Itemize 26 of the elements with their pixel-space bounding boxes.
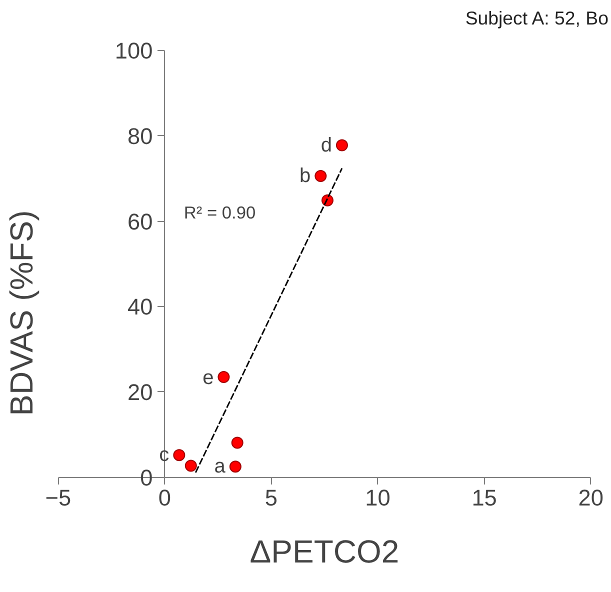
- y-tick-label: 100: [114, 38, 153, 64]
- point: [229, 460, 242, 473]
- x-tick-label: 10: [365, 484, 390, 510]
- point: [184, 460, 197, 472]
- y-tick-label: 20: [127, 378, 153, 405]
- point: [218, 371, 230, 383]
- annotation: d: [320, 134, 332, 156]
- point: [231, 436, 244, 449]
- x-tick-label: −5: [45, 484, 72, 510]
- y-axis-title: BDVAS (%FS): [4, 210, 40, 416]
- x-axis-title: ΔPETCO2: [250, 534, 400, 570]
- y-tick-label: 40: [127, 294, 153, 320]
- annotation: R² = 0.90: [184, 202, 256, 223]
- y-tick-label: 60: [127, 208, 153, 234]
- point: [314, 170, 327, 182]
- annotation: b: [300, 165, 311, 188]
- annotation: e: [202, 367, 214, 390]
- x-tick-label: 5: [264, 484, 278, 510]
- point: [173, 449, 186, 462]
- x-tick-label: 20: [578, 484, 604, 510]
- y-tick-label: 80: [127, 122, 153, 149]
- annotation: a: [214, 456, 226, 478]
- point: [336, 139, 348, 152]
- x-tick-label: 0: [158, 484, 171, 510]
- x-tick-label: 15: [472, 484, 497, 510]
- text: Subject A: 52, Bo: [465, 8, 608, 28]
